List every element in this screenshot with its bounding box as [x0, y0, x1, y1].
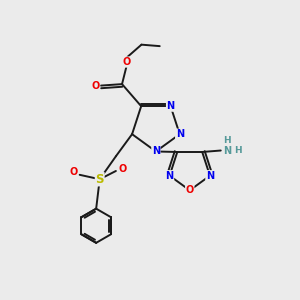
Text: N: N [166, 171, 174, 181]
Text: H: H [235, 146, 242, 155]
Text: N: N [167, 101, 175, 111]
Text: S: S [95, 173, 104, 186]
Text: O: O [123, 57, 131, 67]
Text: H: H [223, 136, 230, 145]
Text: O: O [118, 164, 127, 174]
Text: N: N [206, 171, 214, 181]
Text: N: N [223, 146, 231, 155]
Text: N: N [176, 129, 184, 139]
Text: N: N [152, 146, 160, 157]
Text: O: O [186, 185, 194, 195]
Text: O: O [69, 167, 77, 178]
Text: O: O [92, 81, 100, 91]
